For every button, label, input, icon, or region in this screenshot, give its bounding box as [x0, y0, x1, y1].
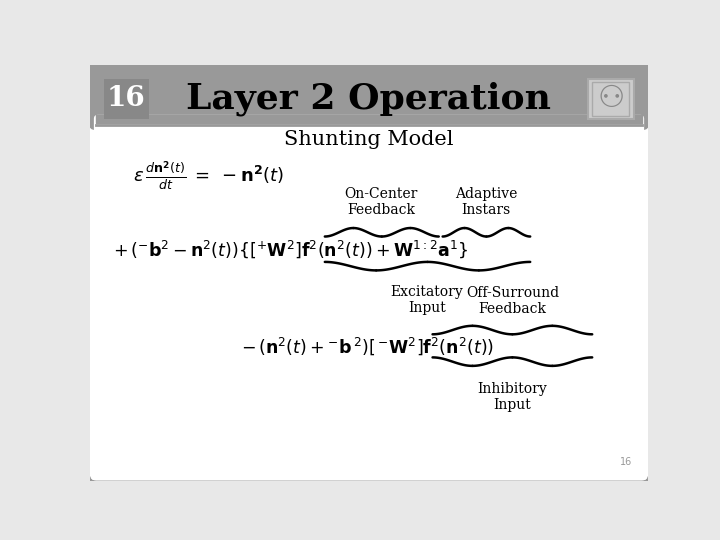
FancyBboxPatch shape: [89, 63, 649, 482]
Text: $\varepsilon\,\frac{d\mathbf{n}^{\mathbf{2}}(t)}{dt}\;=\;-\mathbf{n}^{\mathbf{2}: $\varepsilon\,\frac{d\mathbf{n}^{\mathbf…: [132, 160, 284, 193]
FancyBboxPatch shape: [588, 79, 634, 119]
Text: On-Center
Feedback: On-Center Feedback: [345, 187, 418, 217]
Text: $+\,(^{-}\mathbf{b}^{2}-\mathbf{n}^{2}(t))\{[^{+}\mathbf{W}^{2}]\mathbf{f}^{2}(\: $+\,(^{-}\mathbf{b}^{2}-\mathbf{n}^{2}(t…: [113, 239, 469, 260]
Text: Inhibitory
Input: Inhibitory Input: [477, 382, 547, 412]
Text: ⚇: ⚇: [597, 84, 624, 113]
Text: Adaptive
Instars: Adaptive Instars: [455, 187, 517, 217]
FancyBboxPatch shape: [104, 79, 149, 119]
Text: Shunting Model: Shunting Model: [284, 130, 454, 149]
FancyBboxPatch shape: [94, 115, 644, 477]
FancyBboxPatch shape: [593, 82, 629, 116]
Text: Excitatory
Input: Excitatory Input: [391, 285, 464, 315]
Text: 16: 16: [620, 457, 632, 467]
Text: Off-Surround
Feedback: Off-Surround Feedback: [466, 286, 559, 316]
Text: Layer 2 Operation: Layer 2 Operation: [186, 82, 552, 116]
Text: $-\,(\mathbf{n}^{2}(t)+^{-}\mathbf{b}^{\,2})[\,^{-}\mathbf{W}^{2}]\mathbf{f}^{2}: $-\,(\mathbf{n}^{2}(t)+^{-}\mathbf{b}^{\…: [241, 335, 494, 356]
FancyBboxPatch shape: [89, 63, 649, 130]
Text: 16: 16: [107, 85, 145, 112]
